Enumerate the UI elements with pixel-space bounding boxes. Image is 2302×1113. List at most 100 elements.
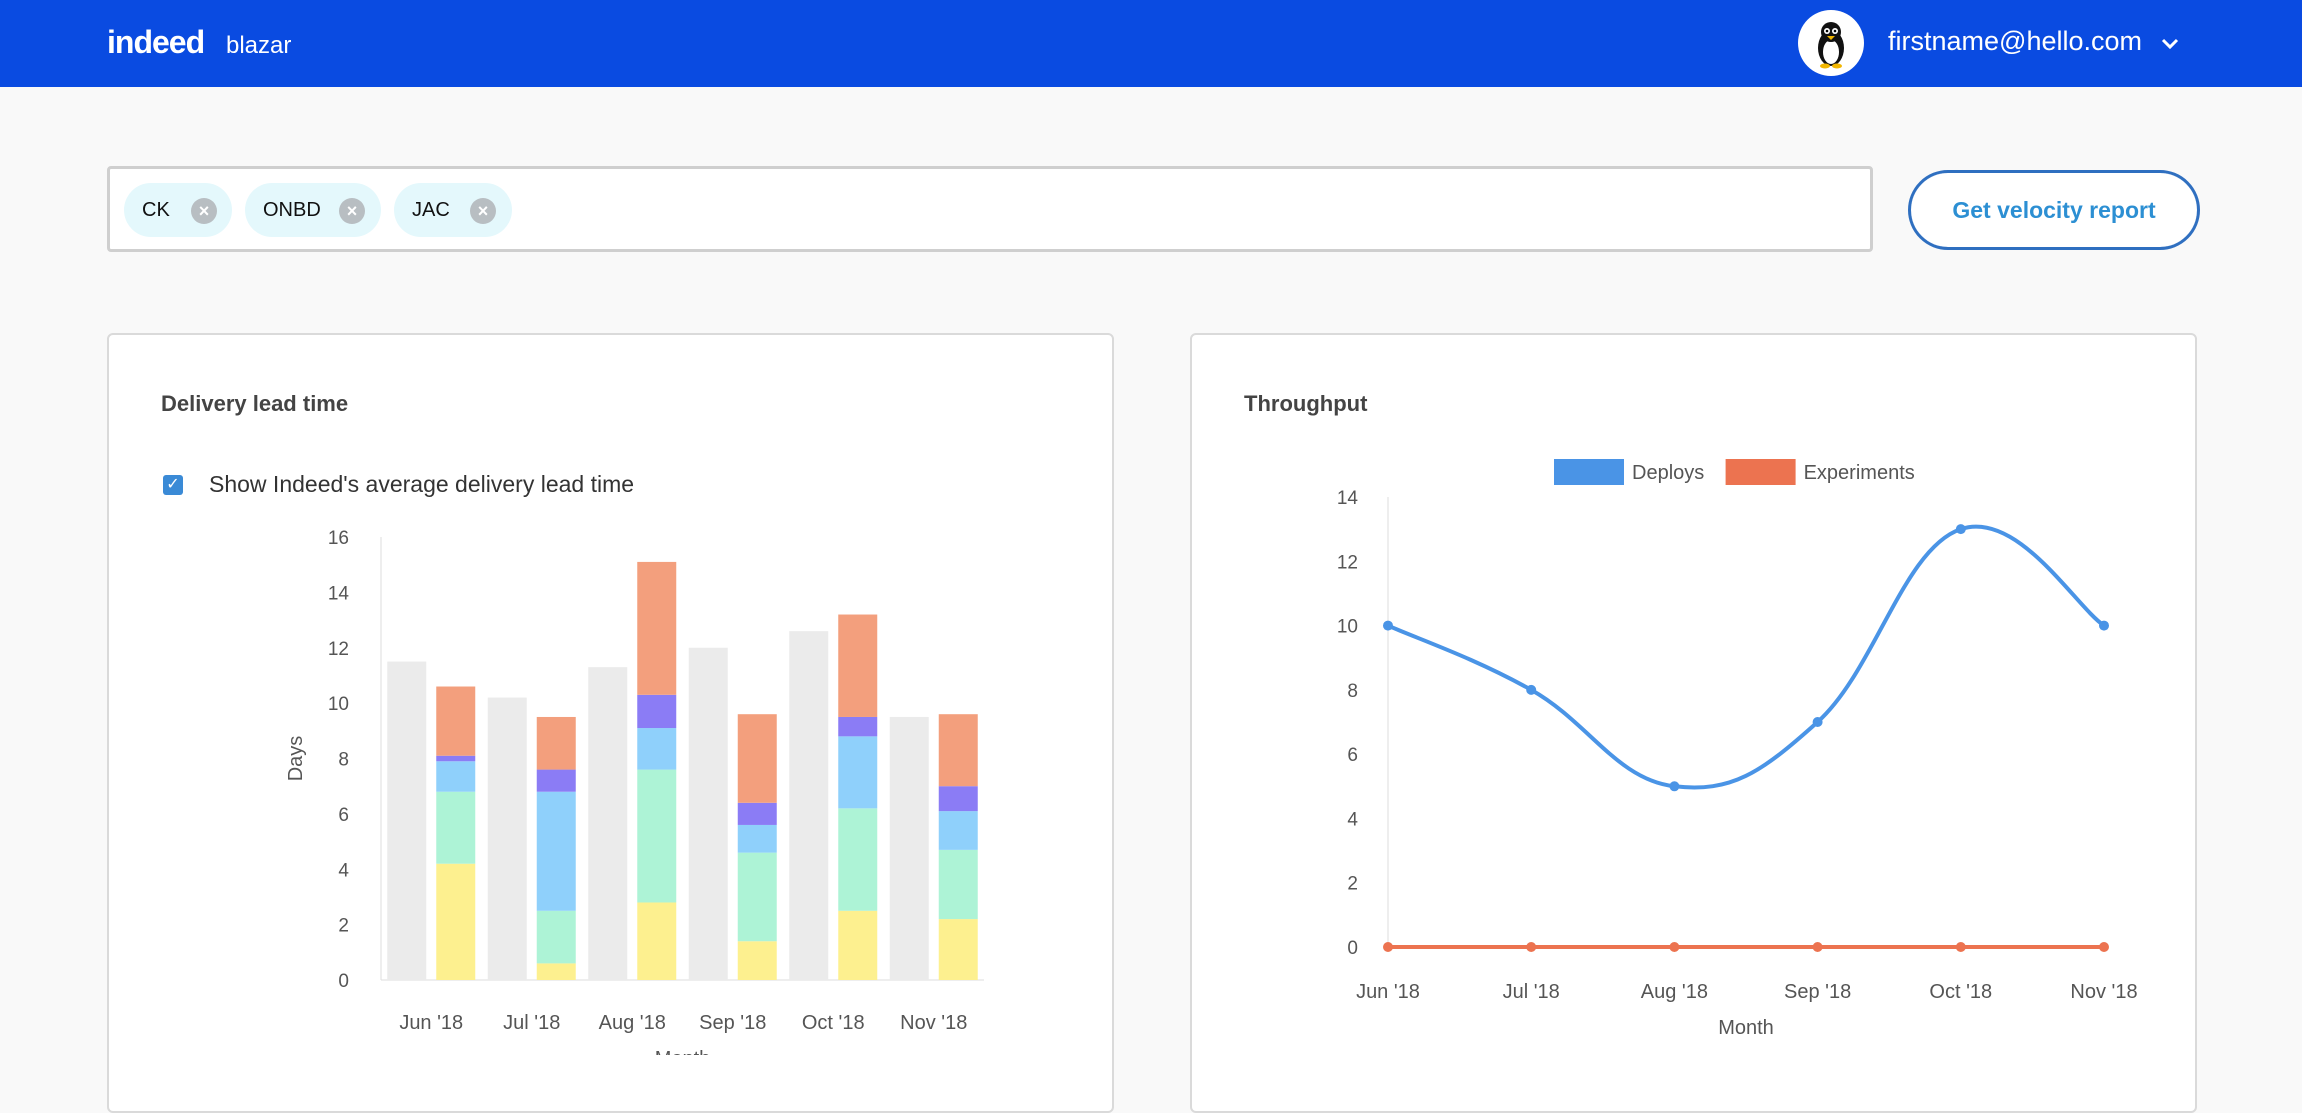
- chevron-down-icon[interactable]: [2160, 28, 2180, 65]
- x-tick-label: Sep '18: [1784, 981, 1851, 1003]
- get-velocity-report-button[interactable]: Get velocity report: [1908, 170, 2200, 250]
- x-tick-label: Aug '18: [1641, 981, 1708, 1003]
- series-line: [1387, 524, 2106, 790]
- stacked-bar-segment: [938, 811, 978, 850]
- stacked-bar-segment: [838, 808, 878, 911]
- data-point: [1383, 942, 1393, 952]
- y-tick-label: 0: [338, 971, 349, 992]
- legend-swatch: [1554, 459, 1624, 485]
- stacked-bar-segment: [436, 863, 476, 980]
- chip-label: CK: [142, 198, 170, 221]
- stacked-bar-segment: [436, 791, 476, 864]
- y-axis-title: Days: [285, 736, 307, 782]
- legend-swatch: [1725, 459, 1796, 485]
- remove-chip-icon[interactable]: ×: [339, 198, 365, 224]
- x-axis-title: Month: [1718, 1017, 1774, 1039]
- y-tick-label: 16: [328, 528, 349, 549]
- stacked-bar-segment: [637, 694, 677, 729]
- stacked-bar-segment: [637, 561, 677, 695]
- stacked-bar-segment: [737, 714, 777, 803]
- data-point: [1526, 942, 1537, 952]
- stacked-bar-segment: [536, 716, 576, 770]
- user-email[interactable]: firstname@hello.com: [1888, 26, 2142, 56]
- stacked-bar-segment: [737, 852, 777, 942]
- data-point: [1669, 942, 1680, 952]
- stacked-bar-segment: [536, 791, 576, 911]
- throughput-card: Throughput 0 2 4 6 8 10 12 14 Jun '18 Jul '18 Aug …: [1190, 333, 2197, 1113]
- x-tick-label: Sep '18: [699, 1012, 766, 1034]
- stacked-bar-segment: [637, 902, 677, 980]
- y-tick-label: 14: [1337, 488, 1359, 509]
- x-tick-label: Oct '18: [802, 1012, 865, 1034]
- team-chip-ck[interactable]: CK ×: [124, 183, 232, 237]
- delivery-lead-time-card: Delivery lead time ✓ Show Indeed's avera…: [107, 333, 1114, 1113]
- y-tick-label: 14: [328, 583, 350, 604]
- top-navigation-bar: indeed blazar firstname@hello.com: [0, 0, 2302, 87]
- average-bar: [487, 697, 527, 980]
- stacked-bar-segment: [536, 769, 576, 792]
- stacked-bar-segment: [737, 824, 777, 853]
- legend-label: Experiments: [1804, 462, 1915, 484]
- y-tick-label: 4: [1347, 809, 1358, 830]
- stacked-bar-segment: [436, 761, 476, 792]
- stacked-bar-segment: [536, 910, 576, 964]
- x-tick-label: Nov '18: [2070, 981, 2137, 1003]
- stacked-bar-segment: [938, 714, 978, 787]
- card-title: Delivery lead time: [161, 391, 349, 416]
- x-tick-label: Jun '18: [399, 1012, 463, 1034]
- stacked-bar-segment: [536, 963, 576, 980]
- x-tick-label: Aug '18: [599, 1012, 666, 1034]
- penguin-avatar-icon[interactable]: [1798, 10, 1864, 76]
- throughput-chart: 0 2 4 6 8 10 12 14 Jun '18 Jul '18 Aug '18 Sep '18 O…: [1337, 459, 2138, 1039]
- stacked-bar-segment: [838, 716, 878, 737]
- chip-label: ONBD: [263, 198, 321, 221]
- data-point: [2099, 620, 2109, 631]
- y-tick-label: 2: [1347, 874, 1358, 895]
- x-tick-label: Jun '18: [1356, 981, 1420, 1003]
- average-bar: [789, 631, 829, 980]
- y-tick-label: 10: [328, 694, 349, 715]
- x-tick-label: Jul '18: [503, 1012, 560, 1034]
- data-point: [1812, 717, 1823, 727]
- x-axis-title: Month: [655, 1048, 711, 1055]
- x-tick-label: Jul '18: [1503, 981, 1560, 1003]
- team-filter-input[interactable]: CK × ONBD × JAC ×: [107, 166, 1873, 252]
- remove-chip-icon[interactable]: ×: [191, 198, 217, 224]
- average-bar: [688, 647, 728, 980]
- stacked-bar-segment: [838, 736, 878, 809]
- legend-label: Deploys: [1632, 462, 1704, 484]
- stacked-bar-segment: [436, 686, 476, 756]
- checkbox-checked-icon[interactable]: ✓: [163, 475, 183, 495]
- chip-label: JAC: [412, 198, 450, 221]
- team-chip-jac[interactable]: JAC ×: [394, 183, 512, 237]
- team-chip-onbd[interactable]: ONBD ×: [245, 183, 381, 237]
- y-tick-label: 4: [338, 860, 349, 881]
- stacked-bar-segment: [938, 786, 978, 812]
- average-bar: [588, 667, 628, 980]
- y-tick-label: 0: [1347, 938, 1358, 959]
- y-tick-label: 6: [1347, 745, 1358, 766]
- data-point: [1812, 942, 1823, 952]
- stacked-bar-segment: [838, 614, 878, 717]
- y-tick-label: 8: [338, 750, 349, 771]
- stacked-bar-segment: [938, 919, 978, 980]
- delivery-lead-time-chart: 0 2 4 6 8 10 12 14 16 Jun '18 Jul '18 Aug '18 Sep '1…: [285, 528, 984, 1055]
- indeed-logo[interactable]: indeed: [107, 24, 205, 60]
- x-tick-label: Nov '18: [900, 1012, 967, 1034]
- stacked-bar-segment: [737, 802, 777, 825]
- stacked-bar-segment: [737, 941, 777, 980]
- y-tick-label: 12: [1337, 552, 1358, 573]
- stacked-bar-segment: [436, 755, 476, 762]
- data-point: [1669, 781, 1680, 792]
- stacked-bar-segment: [838, 910, 878, 980]
- data-point: [2099, 942, 2109, 952]
- card-title: Throughput: [1244, 391, 1368, 416]
- remove-chip-icon[interactable]: ×: [470, 198, 496, 224]
- data-point: [1955, 524, 1966, 535]
- average-lead-time-checkbox-label[interactable]: Show Indeed's average delivery lead time: [209, 471, 635, 497]
- data-point: [1526, 684, 1537, 695]
- app-name: blazar: [226, 32, 292, 59]
- y-tick-label: 10: [1337, 617, 1358, 638]
- average-bar: [889, 716, 929, 980]
- stacked-bar-segment: [637, 769, 677, 903]
